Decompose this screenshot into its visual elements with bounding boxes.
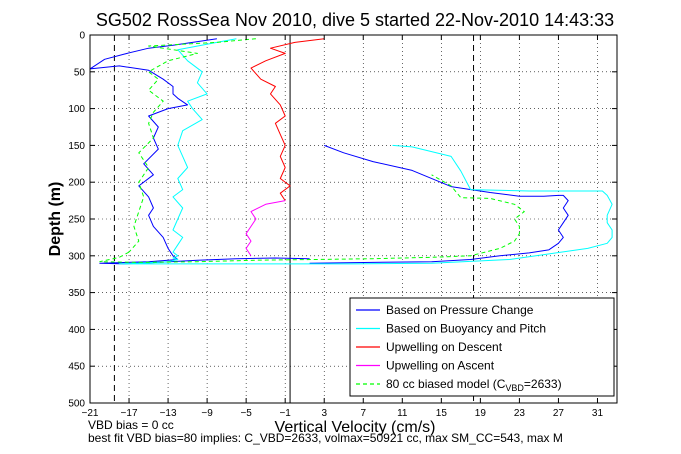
y-tick-label: 500	[68, 399, 85, 410]
best-fit-note: best fit VBD bias=80 implies: C_VBD=2633…	[88, 431, 563, 445]
y-tick-label: 300	[68, 251, 85, 262]
y-tick-label: 350	[68, 288, 85, 299]
legend: Based on Pressure Change Based on Buoyanc…	[349, 297, 615, 397]
x-tick-label: 15	[436, 408, 448, 419]
legend-label: Based on Buoyancy and Pitch	[386, 322, 546, 336]
x-tick-label: 31	[592, 408, 604, 419]
series-line	[128, 38, 256, 253]
series-line	[309, 144, 569, 264]
legend-box	[349, 297, 615, 397]
series-line	[167, 38, 237, 263]
series-line	[250, 38, 325, 201]
x-tick-label: −5	[240, 408, 252, 419]
x-tick-label: −13	[160, 408, 177, 419]
legend-label: Upwelling on Descent	[386, 340, 503, 354]
x-tick-label: 11	[397, 408, 408, 419]
x-tick-label: −1	[279, 408, 291, 419]
grid	[90, 35, 617, 403]
legend-label: Upwelling on Ascent	[386, 359, 495, 373]
y-tick-label: 150	[68, 141, 85, 152]
x-tick-label: −17	[121, 408, 138, 419]
y-tick-label: 100	[68, 104, 85, 115]
y-tick-label: 250	[68, 215, 85, 226]
x-tick-label: 23	[514, 408, 526, 419]
x-tick-label: −21	[82, 408, 99, 419]
x-tick-label: 7	[360, 408, 366, 419]
y-axis-label: Depth (m)	[47, 182, 64, 257]
y-tick-label: 200	[68, 178, 85, 189]
vbd-bias-note: VBD bias = 0 cc	[88, 418, 174, 432]
x-tick-label: 27	[553, 408, 565, 419]
series-line	[99, 174, 525, 263]
y-axis-ticks: 0 50 100 150 200 250 300 350 400 450 500	[68, 31, 617, 410]
x-axis-ticks: −21 −17 −13 −9 −5 −1 3 7 11 15 19 23 27 31	[82, 35, 604, 419]
series-line	[245, 200, 286, 257]
x-tick-label: −9	[201, 408, 213, 419]
x-tick-label: 19	[475, 408, 487, 419]
legend-label: Based on Pressure Change	[386, 303, 534, 317]
x-tick-label: 3	[321, 408, 327, 419]
series-lines	[89, 38, 613, 265]
chart-title: SG502 RossSea Nov 2010, dive 5 started 2…	[96, 10, 614, 30]
x-axis-label: Vertical Velocity (cm/s)	[275, 419, 436, 436]
y-tick-label: 450	[68, 362, 85, 373]
series-line	[118, 144, 613, 265]
y-tick-label: 400	[68, 325, 85, 336]
y-tick-label: 0	[79, 31, 85, 42]
legend-label: 80 cc biased model (CVBD=2633)	[386, 377, 562, 393]
series-line	[89, 38, 217, 260]
y-tick-label: 50	[74, 67, 86, 78]
reference-lines	[113, 35, 475, 403]
